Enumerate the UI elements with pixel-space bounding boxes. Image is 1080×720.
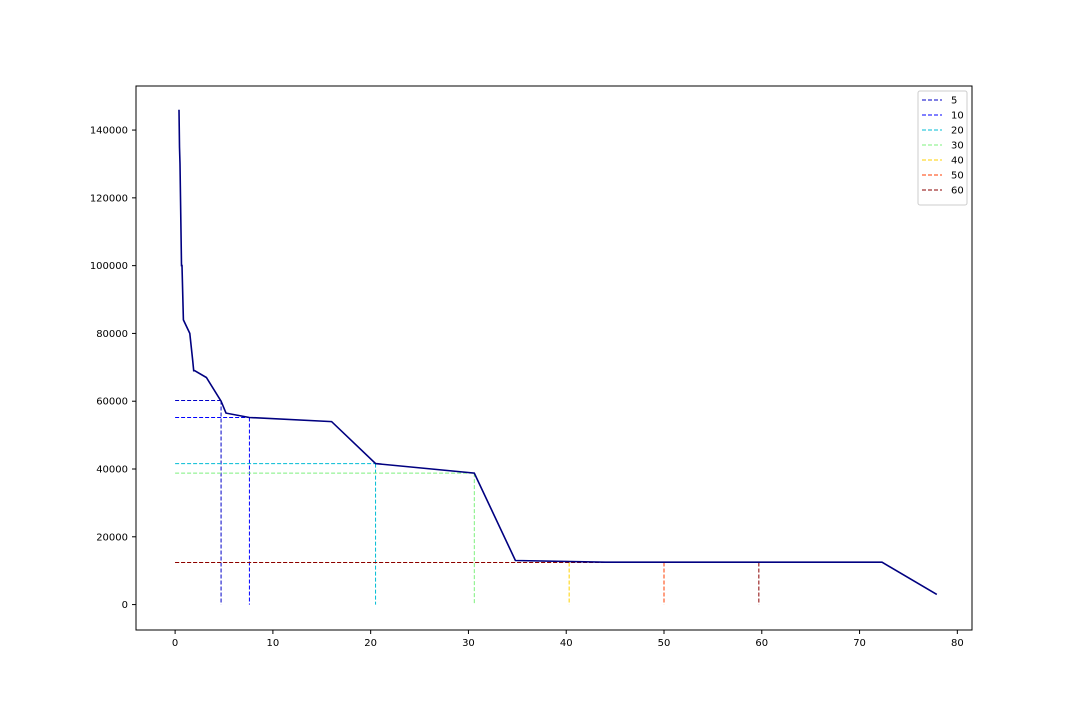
y-tick-label: 40000 (96, 465, 128, 476)
y-tick-label: 20000 (96, 532, 128, 543)
legend: 5 10 20 30 40 50 60 (917, 90, 968, 206)
y-axis: 0 20000 40000 60000 80000 100000 120000 140000 (90, 126, 136, 611)
x-tick-label: 80 (951, 638, 964, 649)
y-tick-label: 60000 (96, 397, 128, 408)
x-tick-label: 0 (172, 638, 178, 649)
y-tick-label: 80000 (96, 329, 128, 340)
plot-frame (135, 85, 973, 631)
legend-label: 10 (951, 111, 964, 122)
y-tick-label: 140000 (90, 126, 128, 137)
y-tick-label: 100000 (90, 261, 128, 272)
legend-label: 5 (951, 96, 957, 107)
x-tick-label: 40 (560, 638, 573, 649)
legend-box (917, 90, 968, 206)
legend-label: 20 (951, 126, 964, 137)
x-tick-label: 20 (364, 638, 377, 649)
x-tick-label: 60 (755, 638, 768, 649)
x-tick-label: 10 (267, 638, 280, 649)
x-tick-label: 70 (853, 638, 866, 649)
y-tick-label: 0 (122, 600, 128, 611)
x-tick-label: 50 (658, 638, 671, 649)
legend-label: 40 (951, 156, 964, 167)
x-axis: 0 10 20 30 40 50 60 70 80 (172, 630, 964, 649)
y-tick-label: 120000 (90, 193, 128, 204)
legend-label: 30 (951, 141, 964, 152)
marker-guides (175, 400, 760, 605)
plot-background (136, 86, 972, 630)
series-layer (178, 109, 938, 596)
legend-label: 50 (951, 171, 964, 182)
legend-label: 60 (951, 186, 964, 197)
main-series-line (178, 109, 938, 596)
x-tick-label: 30 (462, 638, 475, 649)
